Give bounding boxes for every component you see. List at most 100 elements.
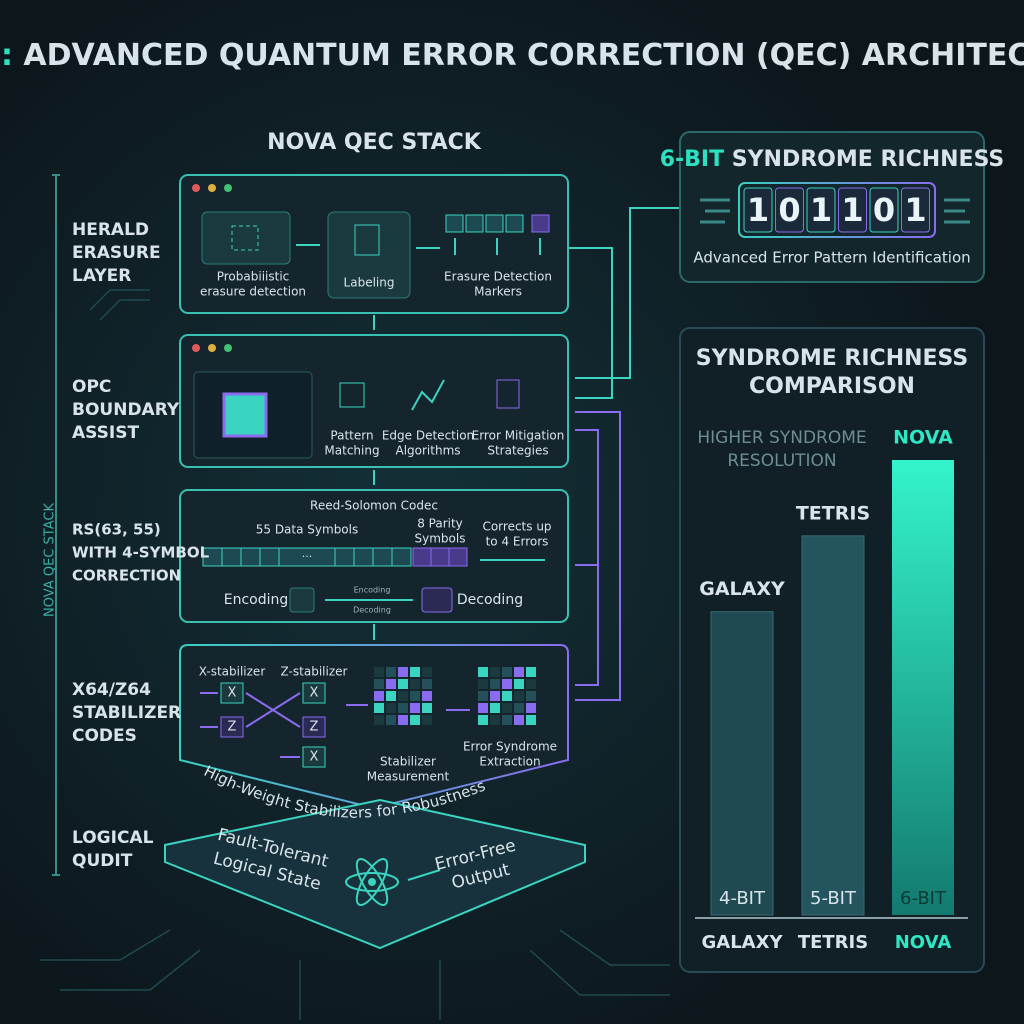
item-label: Erasure Detection [444, 270, 552, 284]
item-label: erasure detection [200, 285, 306, 299]
bit-cell [806, 187, 836, 233]
layer-label: ASSIST [72, 423, 139, 443]
grid-cell [410, 679, 420, 689]
item-label: Probabiiistic [217, 270, 290, 284]
item-label: X-stabilizer [199, 665, 266, 679]
bar-top-label: GALAXY [699, 578, 785, 600]
layer-label: QUDIT [72, 851, 133, 871]
marker-row [445, 214, 550, 233]
syndrome-title-rest: SYNDROME RICHNESS [732, 147, 1005, 172]
title-accent: NOVA: [0, 38, 13, 73]
item-label: Extraction [479, 755, 540, 769]
side-label: NOVA QEC STACK [43, 503, 58, 617]
grid-cell [514, 703, 524, 713]
layer-label: X64/Z64 [72, 680, 151, 700]
grid-cell [478, 679, 488, 689]
grid-cell [514, 679, 524, 689]
connector [566, 247, 613, 399]
syndrome-title-accent: 6-BIT [660, 147, 724, 172]
grid-cell [410, 703, 420, 713]
item-label: 55 Data Symbols [256, 523, 359, 537]
flow-label: Encoding [354, 586, 391, 595]
window-dot [224, 344, 232, 352]
stack-bracket [52, 174, 60, 876]
item-label: Markers [474, 285, 522, 299]
layer-label: LOGICAL [72, 828, 154, 848]
bit-frame [738, 182, 936, 238]
layer-label: CORRECTION [72, 567, 181, 585]
bit-digit: 1 [810, 191, 832, 229]
grid-cell [478, 691, 488, 701]
grid-cell [502, 679, 512, 689]
grid-cell [398, 679, 408, 689]
x-tick-label: GALAXY [701, 932, 783, 953]
x-tick-label: TETRIS [798, 932, 868, 953]
grid-cell [386, 715, 396, 725]
bit-cell [743, 187, 773, 233]
item-label: Strategies [487, 444, 548, 458]
item-label: 8 Parity [417, 517, 463, 531]
grid-cell [526, 691, 536, 701]
grid-cell [410, 691, 420, 701]
chart-title: SYNDROME RICHNESS [696, 346, 969, 371]
item-label: to 4 Errors [486, 535, 549, 549]
bit-digit: 0 [873, 191, 895, 229]
syndrome-caption: Advanced Error Pattern Identification [693, 249, 970, 267]
bar [801, 535, 865, 916]
signal-dashes [700, 198, 970, 224]
grid-cell [398, 703, 408, 713]
grid-cell [490, 679, 500, 689]
bar-top-label: NOVA [893, 427, 953, 449]
symbol-strip [202, 547, 468, 567]
layer-label: WITH 4-SYMBOL [72, 544, 210, 562]
chart-annotation: HIGHER SYNDROME [697, 428, 866, 448]
title-rest: ADVANCED QUANTUM ERROR CORRECTION (QEC) … [23, 38, 1024, 73]
chart-title: COMPARISON [749, 374, 915, 399]
grid-cell [490, 667, 500, 677]
item-label: Measurement [367, 770, 450, 784]
grid-cell [514, 667, 524, 677]
mitigation-icon [496, 379, 520, 409]
grid-cell [422, 703, 432, 713]
op-label: X [310, 686, 319, 701]
op-label: X [228, 686, 237, 701]
bit-cell [901, 187, 930, 233]
layer-label: STABILIZER [72, 703, 181, 723]
op-boxes [220, 682, 326, 768]
bit-cell [838, 187, 867, 233]
grid-cell [478, 715, 488, 725]
atom-icon [345, 858, 399, 906]
bit-digit: 1 [841, 191, 863, 229]
item-label: Error Syndrome [463, 740, 557, 754]
marker-arrows [454, 238, 541, 255]
item-label: Labeling [344, 276, 395, 290]
flow-label: Decoding [353, 606, 391, 615]
stabilizer-panel [179, 644, 569, 810]
codec-title: Reed-Solomon Codec [310, 499, 438, 513]
syndrome-title: 6-BIT SYNDROME RICHNESS [660, 147, 1005, 172]
detection-icon [201, 211, 291, 265]
grid-cell [386, 667, 396, 677]
layer-label: ERASURE [72, 243, 161, 263]
edge-icon [411, 379, 445, 411]
decoder-icon [421, 587, 453, 613]
bit-digit: 1 [904, 191, 926, 229]
item-label: Matching [324, 444, 379, 458]
item-label: Corrects up [482, 520, 551, 534]
value-label: 6-BIT [900, 888, 947, 909]
ellipsis: ··· [302, 550, 313, 563]
grid-cell [374, 667, 384, 677]
grid-cell [526, 703, 536, 713]
doc-icon [354, 224, 380, 256]
grid-cell [398, 691, 408, 701]
window-dot [208, 344, 216, 352]
grid-cell [386, 679, 396, 689]
item-label: Decoding [457, 592, 523, 608]
pattern-icon [339, 382, 365, 408]
grid-cell [502, 667, 512, 677]
grid-cell [374, 691, 384, 701]
grid-cell [502, 691, 512, 701]
grid-cell [478, 667, 488, 677]
x-tick-label: NOVA [895, 932, 952, 953]
